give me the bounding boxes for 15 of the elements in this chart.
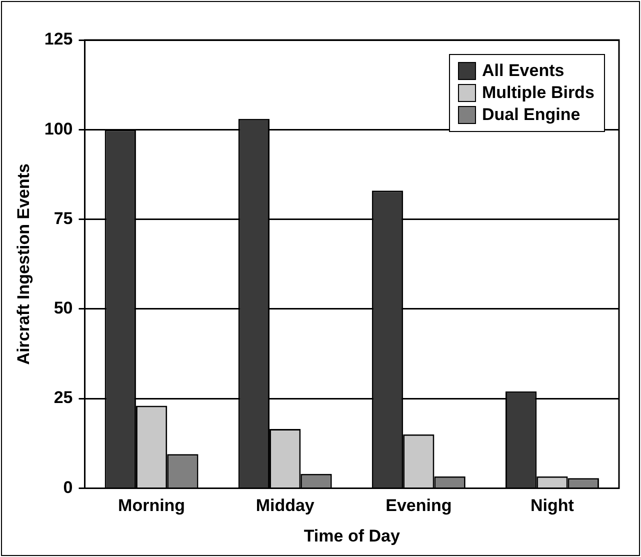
x-tick-label: Night bbox=[530, 496, 574, 516]
y-tick-label: 125 bbox=[44, 30, 73, 49]
x-tick-label: Evening bbox=[386, 496, 452, 516]
x-tick-label: Midday bbox=[256, 496, 315, 516]
legend-label: All Events bbox=[482, 61, 564, 81]
y-tick-label: 100 bbox=[44, 119, 73, 138]
x-tick-label: Morning bbox=[118, 496, 186, 516]
y-tick-label: 0 bbox=[63, 478, 73, 497]
y-tick-label: 75 bbox=[54, 208, 73, 228]
y-axis-title: Aircraft Ingestion Events bbox=[14, 163, 33, 365]
x-axis-title: Time of Day bbox=[304, 526, 400, 546]
legend-label: Multiple Birds bbox=[482, 83, 594, 103]
y-tick-label: 50 bbox=[54, 298, 73, 318]
legend-label: Dual Engine bbox=[482, 105, 580, 125]
y-tick-label: 25 bbox=[54, 388, 73, 408]
